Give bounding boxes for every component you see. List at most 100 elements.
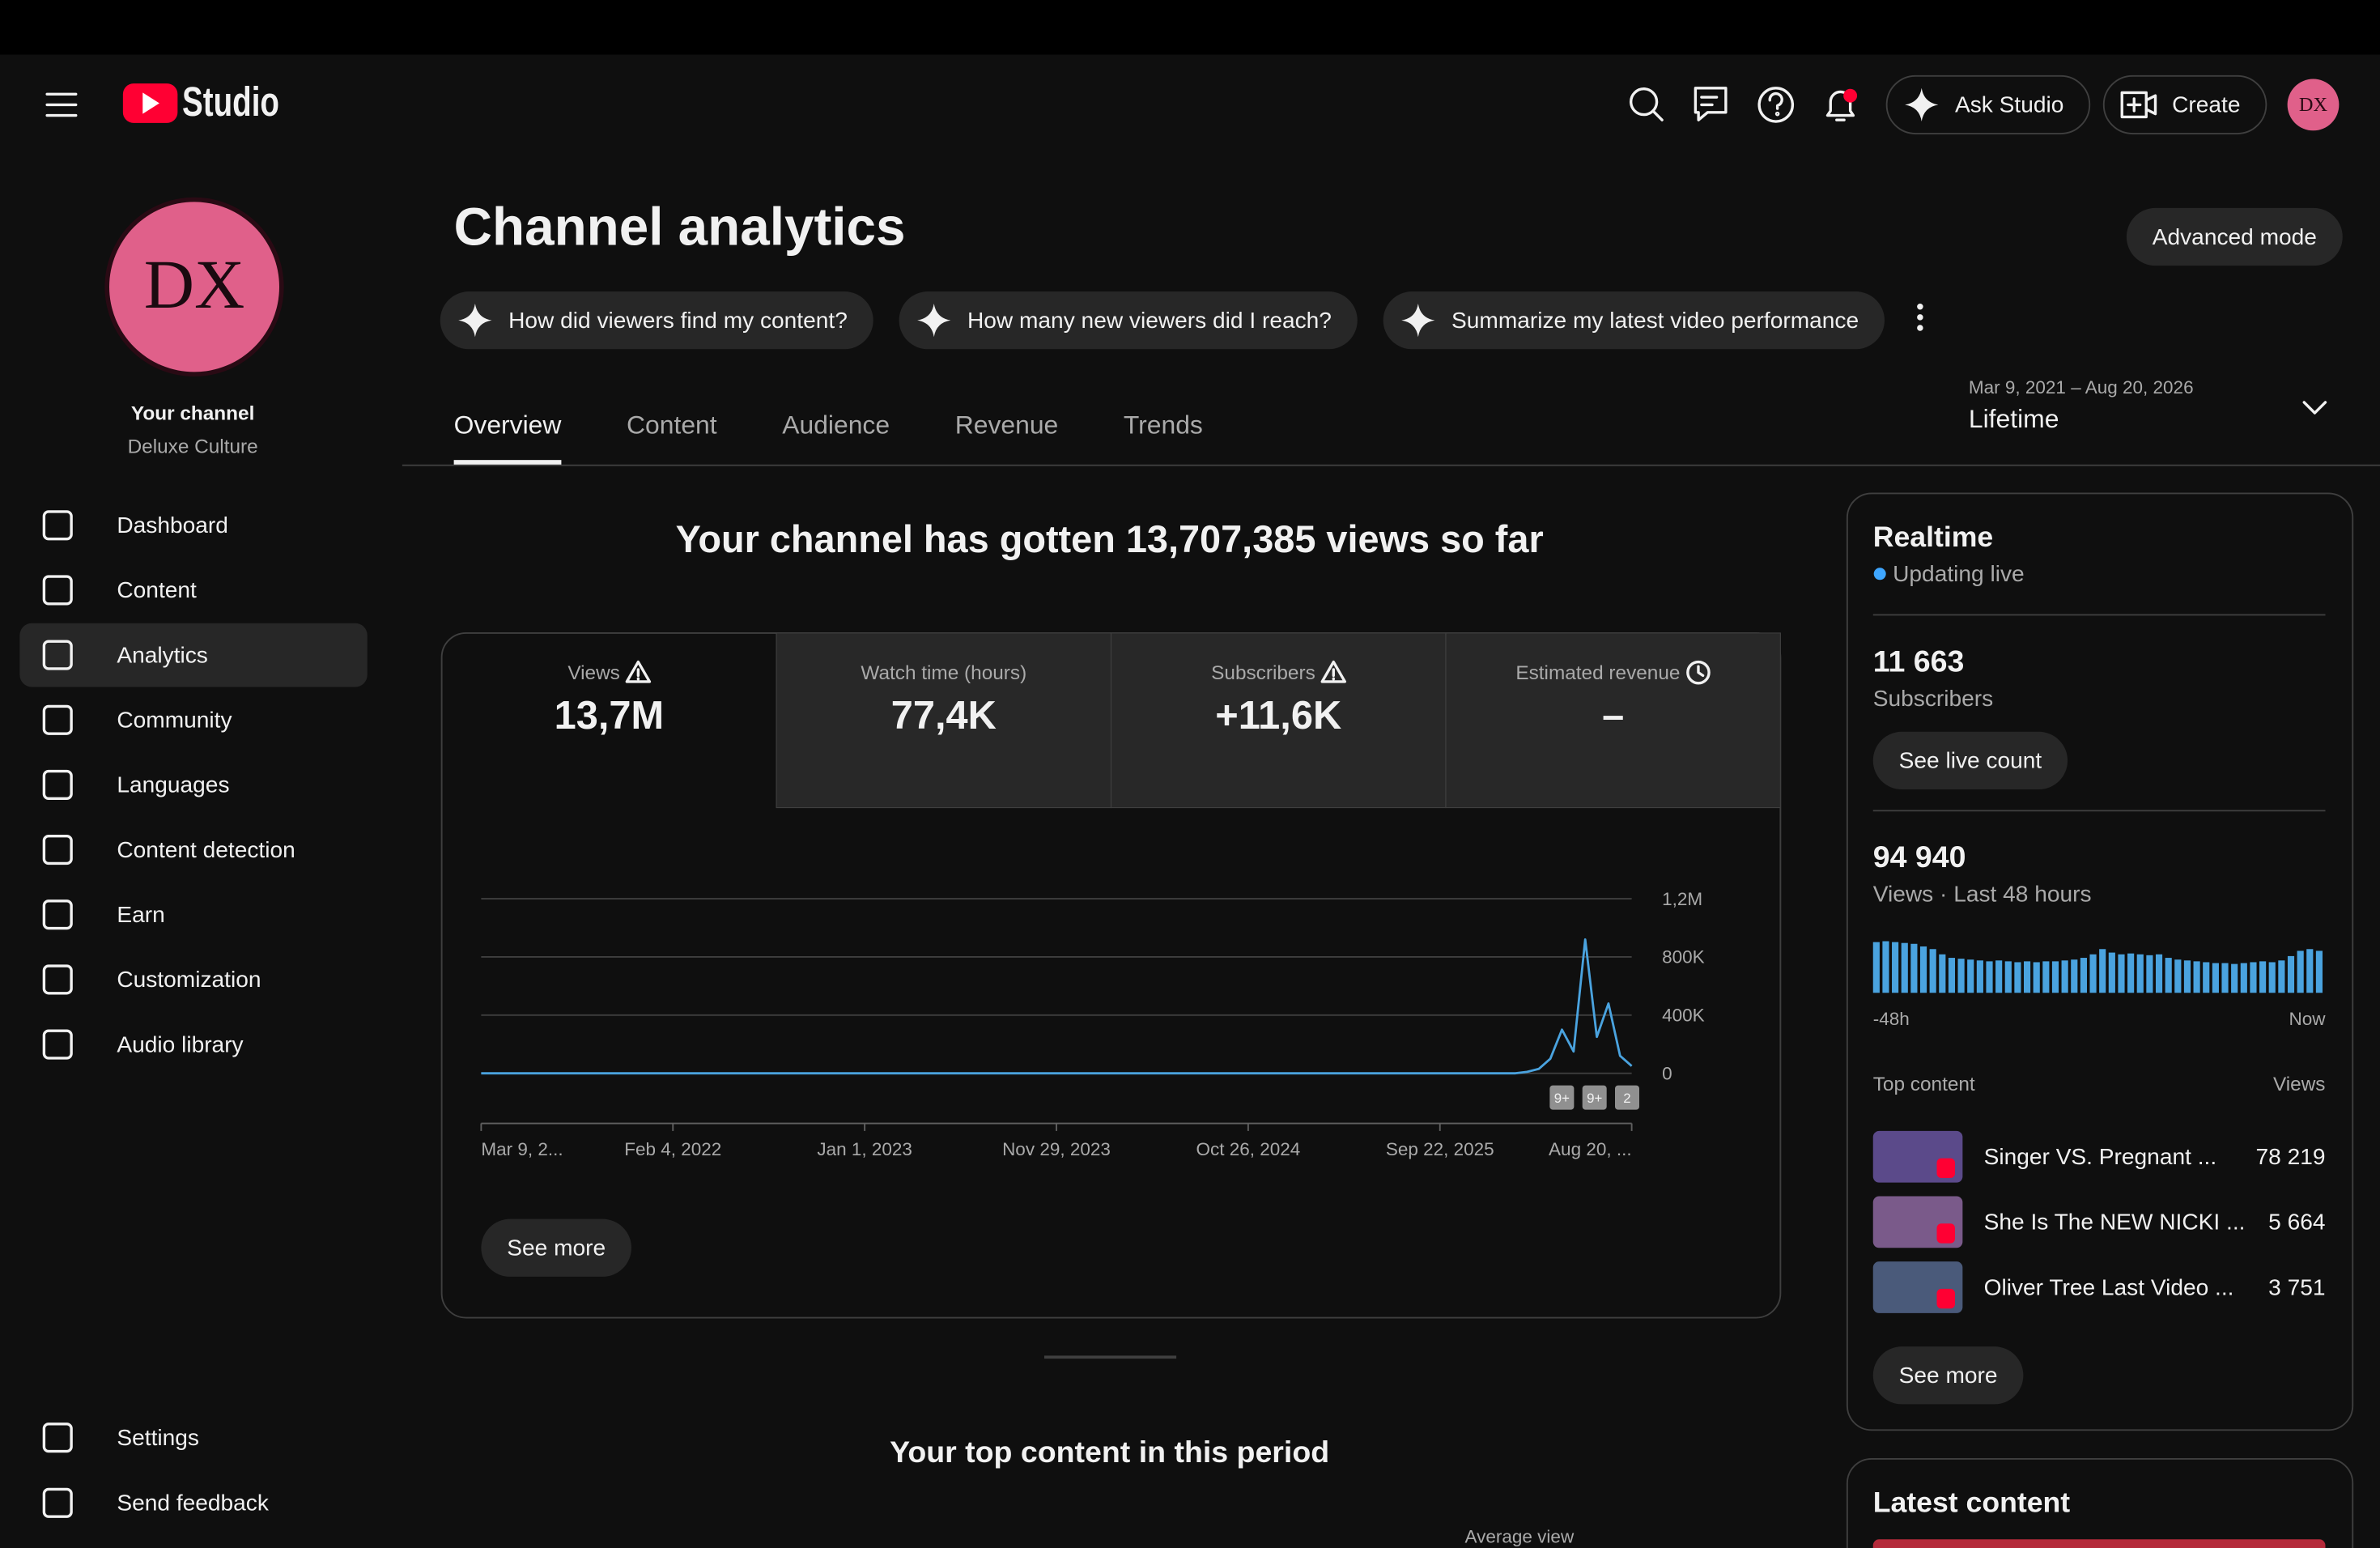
nav-item[interactable]: Analytics — [117, 642, 207, 667]
views-column-label: Views — [2273, 1074, 2326, 1095]
x-tick-label: Feb 4, 2022 — [624, 1139, 721, 1159]
nav-item[interactable]: Dashboard — [117, 512, 228, 538]
see-live-count-button[interactable] — [1872, 731, 2068, 790]
metric-tile[interactable] — [1445, 632, 1781, 809]
nav-item[interactable]: Community — [117, 708, 232, 733]
notifications-button[interactable] — [1825, 88, 1858, 121]
nav-item[interactable]: Content detection — [117, 837, 295, 862]
warning-icon — [625, 660, 652, 683]
realtime-bar — [2306, 949, 2314, 993]
realtime-bar — [2061, 960, 2068, 993]
x-tick-label: Sep 22, 2025 — [1386, 1139, 1494, 1159]
event-marker[interactable] — [1582, 1085, 1607, 1110]
x-tick-label: Mar 9, 2... — [481, 1139, 563, 1159]
metric-tile[interactable] — [776, 632, 1112, 809]
logo-play — [142, 92, 159, 114]
metric-tile[interactable] — [1110, 632, 1447, 809]
realtime-bar — [2024, 961, 2031, 993]
video-title[interactable]: She Is The NEW NICKI ... — [1984, 1210, 2246, 1235]
nav-item[interactable]: Languages — [117, 772, 229, 797]
realtime-bar — [2118, 954, 2125, 993]
page-title: Channel analytics — [454, 197, 906, 256]
tab[interactable]: Content — [627, 410, 717, 439]
realtime-bar — [2014, 962, 2021, 993]
date-range[interactable]: Mar 9, 2021 – Aug 20, 2026 — [1969, 377, 2194, 398]
nav-item[interactable]: Content — [117, 577, 197, 602]
video-views: 3 751 — [2268, 1274, 2325, 1299]
metric-value: 13,7M — [555, 694, 665, 738]
tab[interactable]: Trends — [1124, 410, 1203, 439]
menu-button[interactable] — [45, 92, 78, 117]
video-title[interactable]: Oliver Tree Last Video ... — [1984, 1274, 2234, 1299]
clock-hands — [1697, 665, 1705, 678]
realtime-bar — [2268, 962, 2276, 993]
realtime-bar — [2051, 961, 2059, 993]
nav-icon — [42, 899, 73, 930]
tab[interactable]: Overview — [454, 410, 563, 439]
see-more-button[interactable] — [481, 1218, 631, 1277]
warning-icon — [1320, 660, 1347, 683]
nav-icon — [42, 964, 73, 995]
prompt-chip[interactable] — [899, 291, 1358, 350]
nav-icon — [42, 704, 73, 735]
realtime-bar — [2042, 961, 2050, 993]
metric-value: – — [1602, 694, 1624, 738]
tab[interactable]: Revenue — [955, 410, 1059, 439]
kebab-menu[interactable] — [1917, 304, 1923, 331]
account-avatar[interactable] — [2287, 79, 2340, 131]
prompt-chip[interactable] — [1383, 291, 1885, 350]
realtime-bar — [2089, 954, 2097, 993]
period-chevron[interactable] — [2302, 401, 2327, 415]
help-button[interactable] — [1757, 87, 1795, 123]
system-bar — [0, 0, 2380, 55]
sparkle-icon — [1401, 304, 1435, 338]
advanced-mode-button[interactable] — [2126, 207, 2343, 266]
video-views: 78 219 — [2256, 1144, 2326, 1169]
realtime-bar — [1910, 943, 1918, 993]
event-marker-label: 9+ — [1587, 1091, 1602, 1106]
search-button[interactable] — [1630, 87, 1664, 121]
tab[interactable]: Audience — [782, 410, 890, 439]
realtime-bar — [1882, 941, 1889, 993]
nav-item[interactable]: Audio library — [117, 1031, 243, 1057]
channel-avatar[interactable] — [109, 202, 279, 372]
realtime-bar — [1901, 942, 1908, 993]
period[interactable]: Lifetime — [1969, 404, 2059, 433]
video-title[interactable]: Singer VS. Pregnant ... — [1984, 1144, 2217, 1169]
sparkle-icon — [1905, 87, 1939, 122]
realtime-bar — [2004, 961, 2012, 993]
realtime-bar — [2108, 952, 2115, 993]
prompt-chip-label: How many new viewers did I reach? — [967, 308, 1332, 333]
realtime-see-more-button[interactable] — [1872, 1346, 2024, 1405]
event-marker-label: 9+ — [1554, 1091, 1570, 1106]
comments-button[interactable] — [1694, 87, 1728, 121]
nav-item[interactable]: Settings — [117, 1425, 199, 1450]
nav-item[interactable]: Send feedback — [117, 1491, 269, 1516]
realtime-bar — [2315, 950, 2323, 993]
event-marker[interactable] — [1615, 1085, 1639, 1110]
realtime-bar — [2297, 950, 2304, 993]
realtime-bar — [1892, 942, 1899, 993]
realtime-bar — [2212, 963, 2219, 993]
metric-label: Views — [567, 662, 620, 684]
latest-content-thumbnail[interactable] — [1872, 1539, 2326, 1548]
latest-content-card — [1846, 1457, 2354, 1548]
event-marker[interactable] — [1549, 1085, 1575, 1110]
metric-value: 77,4K — [891, 694, 997, 738]
realtime-bar — [2203, 962, 2210, 993]
average-view-header: Average view — [1465, 1526, 1575, 1546]
metric-label: Estimated revenue — [1515, 662, 1680, 684]
realtime-bar — [1995, 960, 2003, 993]
create-button[interactable] — [2102, 74, 2267, 134]
nav-item[interactable]: Customization — [117, 967, 261, 992]
prompt-chip[interactable] — [440, 291, 873, 350]
nav-icon — [42, 510, 73, 541]
nav-item[interactable]: Earn — [117, 902, 164, 927]
metric-label: Watch time (hours) — [861, 662, 1026, 684]
realtime-bar — [2250, 962, 2257, 993]
realtime-bar — [2259, 961, 2267, 993]
x-tick-label: Nov 29, 2023 — [1002, 1139, 1111, 1159]
logo-text[interactable]: Studio — [182, 79, 279, 125]
ask-studio-button[interactable] — [1885, 74, 2091, 134]
